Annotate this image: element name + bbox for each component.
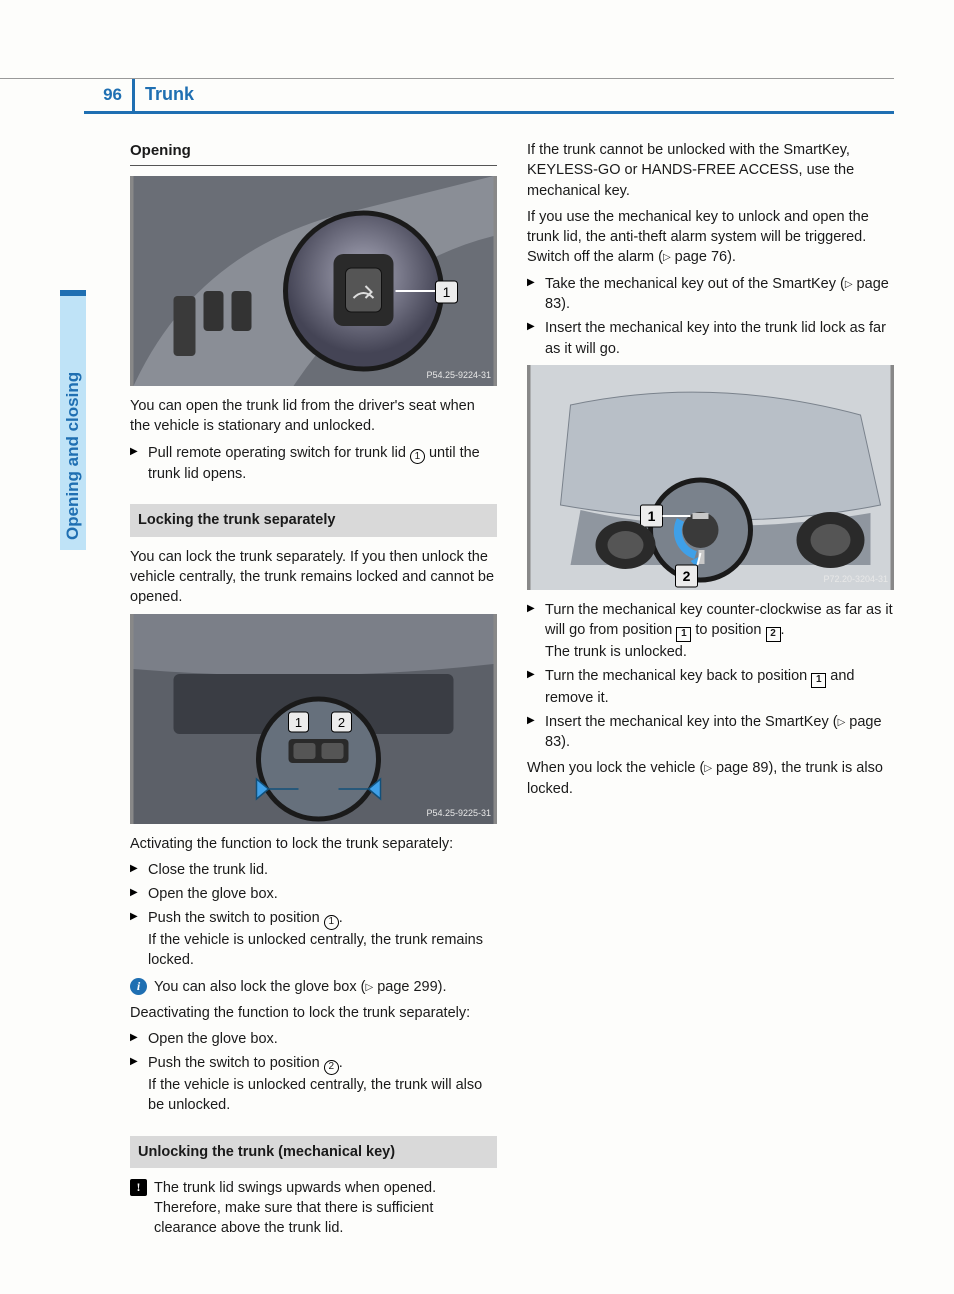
activating-steps: Close the trunk lid. Open the glove box.…	[130, 860, 497, 971]
list-item: Close the trunk lid.	[130, 860, 497, 880]
list-item: Push the switch to position 2. If the ve…	[130, 1053, 497, 1115]
page-header: 96 Trunk	[84, 78, 894, 114]
svg-text:2: 2	[683, 568, 691, 584]
closing-note: When you lock the vehicle (▷ page 89), t…	[527, 758, 894, 799]
opening-steps: Pull remote operating switch for trunk l…	[130, 443, 497, 485]
lock-sep-intro: You can lock the trunk separately. If yo…	[130, 547, 497, 608]
list-item: Open the glove box.	[130, 884, 497, 904]
warning-icon: !	[130, 1179, 147, 1196]
list-item: Pull remote operating switch for trunk l…	[130, 443, 497, 485]
opening-intro: You can open the trunk lid from the driv…	[130, 396, 497, 437]
deactivating-lead: Deactivating the function to lock the tr…	[130, 1003, 497, 1023]
figure-code: P54.25-9225-31	[426, 807, 491, 820]
list-item: Push the switch to position 1. If the ve…	[130, 908, 497, 970]
info-icon: i	[130, 978, 147, 995]
heading-mechanical-key: Unlocking the trunk (mechanical key)	[130, 1136, 497, 1168]
warning-note: ! The trunk lid swings upwards when open…	[130, 1178, 497, 1239]
xref-icon: ▷	[663, 251, 671, 265]
callout-2: 2	[324, 1060, 339, 1075]
svg-text:2: 2	[338, 715, 345, 730]
list-item: Insert the mechanical key into the Smart…	[527, 712, 894, 753]
svg-text:1: 1	[295, 715, 302, 730]
callout-1: 1	[410, 449, 425, 464]
list-item: Take the mechanical key out of the Smart…	[527, 274, 894, 315]
figure-code: P72.20-3204-31	[823, 573, 888, 586]
xref-icon: ▷	[845, 278, 853, 292]
list-item: Turn the mechanical key counter-clockwis…	[527, 600, 894, 662]
page-number: 96	[84, 83, 132, 107]
info-note: i You can also lock the glove box (▷ pag…	[130, 977, 497, 997]
box-1: 1	[676, 627, 691, 642]
mech-steps-1: Take the mechanical key out of the Smart…	[527, 274, 894, 359]
callout-1: 1	[324, 915, 339, 930]
box-2: 2	[766, 627, 781, 642]
mech-steps-2: Turn the mechanical key counter-clockwis…	[527, 600, 894, 752]
list-item: Open the glove box.	[130, 1029, 497, 1049]
xref-icon: ▷	[704, 762, 712, 776]
heading-lock-separately: Locking the trunk separately	[130, 504, 497, 536]
svg-text:1: 1	[648, 508, 656, 524]
page-title: Trunk	[132, 79, 194, 111]
list-item: Turn the mechanical key back to position…	[527, 666, 894, 708]
side-tab-label: Opening and closing	[60, 290, 86, 550]
content-area: Opening 1 P54.25-9224-31 You can open th…	[130, 140, 894, 1254]
activating-lead: Activating the function to lock the trun…	[130, 834, 497, 854]
mech-p2: If you use the mechanical key to unlock …	[527, 207, 894, 268]
figure-code: P54.25-9224-31	[426, 369, 491, 382]
top-rule	[0, 78, 84, 79]
deactivating-steps: Open the glove box. Push the switch to p…	[130, 1029, 497, 1115]
side-tab: Opening and closing	[60, 290, 86, 550]
heading-opening: Opening	[130, 140, 497, 166]
figure-glovebox-switch: 1 2 P54.25-9225-31	[130, 614, 497, 824]
figure-trunk-switch: 1 P54.25-9224-31	[130, 176, 497, 386]
list-item: Insert the mechanical key into the trunk…	[527, 318, 894, 359]
figure-trunk-lock: 1 2 P72.20-3204-31	[527, 365, 894, 590]
box-1: 1	[811, 673, 826, 688]
mech-p1: If the trunk cannot be unlocked with the…	[527, 140, 894, 201]
svg-text:1: 1	[443, 284, 451, 300]
